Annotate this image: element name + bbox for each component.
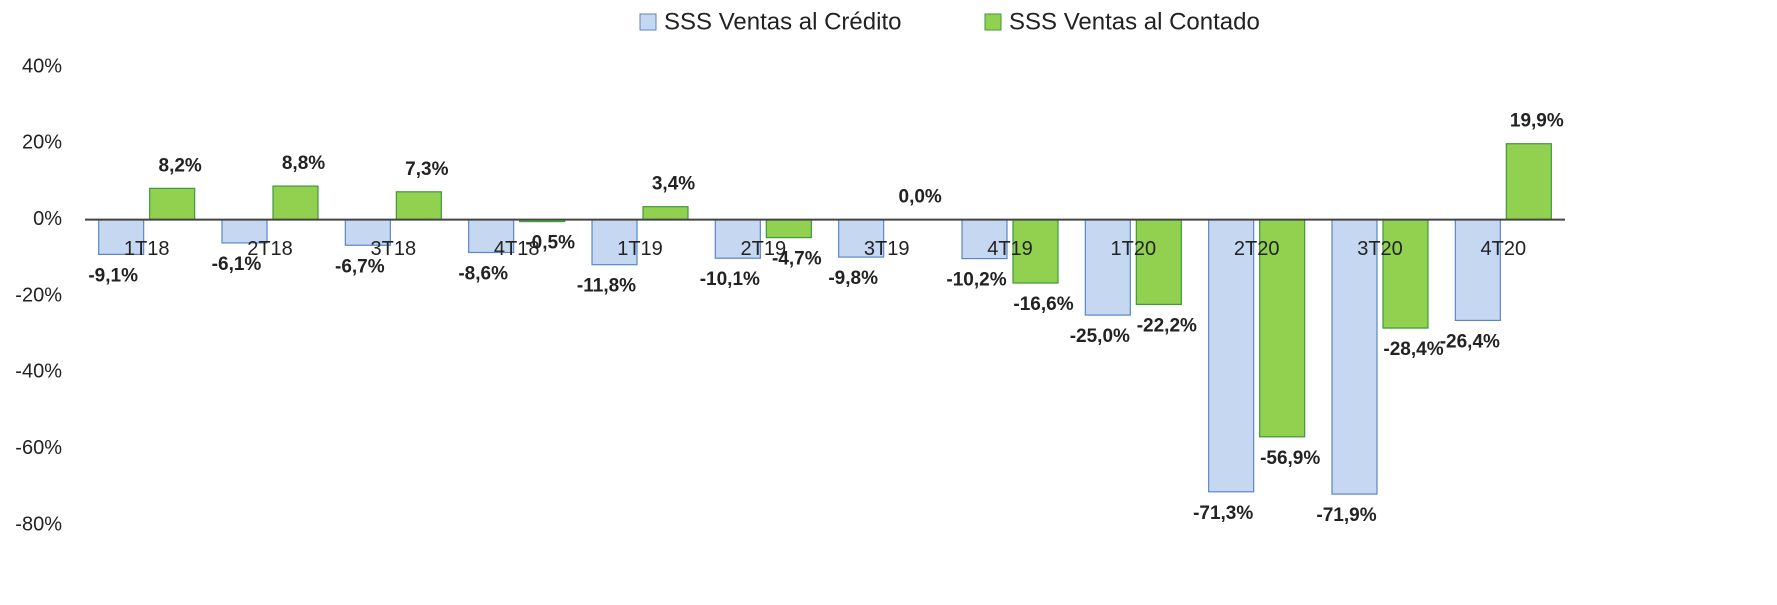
value-label: -10,2%: [946, 270, 1006, 291]
value-label: -9,1%: [88, 265, 138, 286]
y-tick-label: -80%: [15, 513, 62, 535]
bar: [98, 219, 145, 255]
bar: [1012, 219, 1059, 284]
y-tick-label: -60%: [15, 437, 62, 459]
bar: [1135, 219, 1182, 305]
x-tick-label: 1T18: [124, 238, 170, 260]
legend-swatch: [984, 13, 1002, 31]
bar: [961, 219, 1008, 260]
value-label: -56,9%: [1260, 448, 1320, 469]
value-label: -11,8%: [577, 276, 636, 297]
value-label: -4,7%: [772, 249, 822, 270]
bar: [1084, 219, 1131, 316]
value-label: -9,8%: [828, 268, 878, 289]
value-label: -0,5%: [525, 233, 575, 254]
bar: [765, 219, 812, 239]
x-tick-label: 1T19: [617, 238, 663, 260]
bar: [642, 206, 689, 221]
y-tick-label: 20%: [22, 132, 62, 154]
bar: [468, 219, 515, 254]
value-label: -6,7%: [335, 256, 385, 277]
value-label: 0,0%: [899, 187, 942, 208]
y-tick-label: 0%: [33, 208, 62, 230]
value-label: -28,4%: [1383, 339, 1443, 360]
value-label: -10,1%: [700, 269, 760, 290]
value-label: -71,9%: [1316, 505, 1376, 526]
x-tick-label: 2T19: [741, 238, 787, 260]
x-tick-label: 4T19: [987, 238, 1033, 260]
legend-label: SSS Ventas al Contado: [1009, 8, 1260, 35]
value-label: -22,2%: [1137, 315, 1197, 336]
value-label: 8,8%: [282, 153, 325, 174]
legend-swatch: [639, 13, 657, 31]
bar: [1259, 219, 1306, 438]
value-label: -71,3%: [1193, 503, 1253, 524]
bar: [272, 185, 319, 221]
bar: [1208, 219, 1255, 493]
bar: [1382, 219, 1429, 329]
x-tick-label: 3T19: [864, 238, 910, 260]
value-label: -26,4%: [1440, 331, 1500, 352]
value-label: 3,4%: [652, 174, 695, 195]
bar: [1505, 143, 1552, 221]
bar: [838, 219, 885, 258]
legend-label: SSS Ventas al Crédito: [664, 8, 901, 35]
y-tick-label: 40%: [22, 55, 62, 77]
value-label: -8,6%: [458, 264, 508, 285]
x-tick-label: 4T20: [1481, 238, 1527, 260]
bar: [395, 191, 442, 221]
x-tick-label: 1T20: [1111, 238, 1157, 260]
bar: [1454, 219, 1501, 322]
bar: [1331, 219, 1378, 495]
y-tick-label: -40%: [15, 361, 62, 383]
x-tick-label: 2T20: [1234, 238, 1280, 260]
x-tick-label: 3T18: [371, 238, 417, 260]
value-label: 19,9%: [1510, 111, 1564, 132]
value-label: 8,2%: [159, 155, 202, 176]
y-tick-label: -20%: [15, 284, 62, 306]
x-tick-label: 3T20: [1357, 238, 1403, 260]
bar: [714, 219, 761, 259]
x-tick-label: 2T18: [247, 238, 293, 260]
bar: [149, 187, 196, 221]
x-tick-label: 4T18: [494, 238, 540, 260]
value-label: -25,0%: [1070, 326, 1130, 347]
value-label: -16,6%: [1013, 294, 1073, 315]
value-label: 7,3%: [405, 159, 448, 180]
value-label: -6,1%: [212, 254, 262, 275]
